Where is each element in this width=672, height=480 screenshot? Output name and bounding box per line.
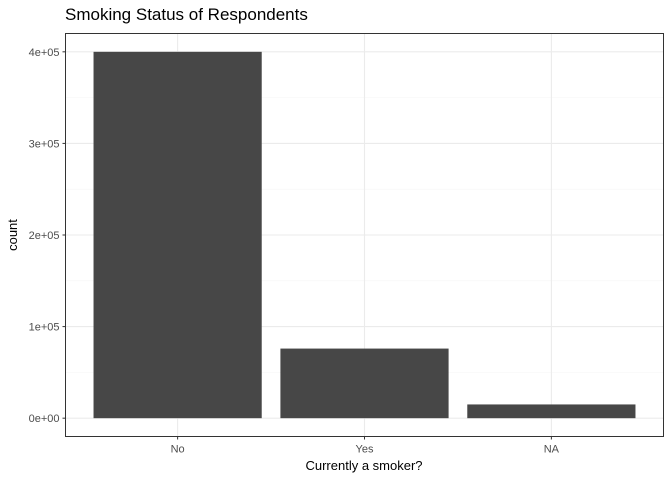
y-axis-label: count bbox=[5, 219, 20, 251]
y-axis-ticks: 0e+00 1e+05 2e+05 3e+05 4e+05 bbox=[29, 47, 66, 425]
chart-title: Smoking Status of Respondents bbox=[65, 5, 308, 24]
x-tick-label: NA bbox=[544, 444, 560, 456]
y-tick-label: 2e+05 bbox=[29, 230, 60, 242]
bar-yes bbox=[280, 348, 449, 419]
y-tick-label: 0e+00 bbox=[29, 413, 60, 425]
bar-no bbox=[93, 51, 262, 419]
x-tick-label: No bbox=[171, 444, 185, 456]
x-axis-ticks: No Yes NA bbox=[171, 436, 560, 456]
x-tick-label: Yes bbox=[356, 444, 374, 456]
y-tick-label: 1e+05 bbox=[29, 322, 60, 334]
bar-na bbox=[467, 404, 636, 419]
y-tick-label: 3e+05 bbox=[29, 138, 60, 150]
bars bbox=[93, 51, 636, 419]
x-axis-label: Currently a smoker? bbox=[305, 458, 422, 473]
y-tick-label: 4e+05 bbox=[29, 47, 60, 59]
